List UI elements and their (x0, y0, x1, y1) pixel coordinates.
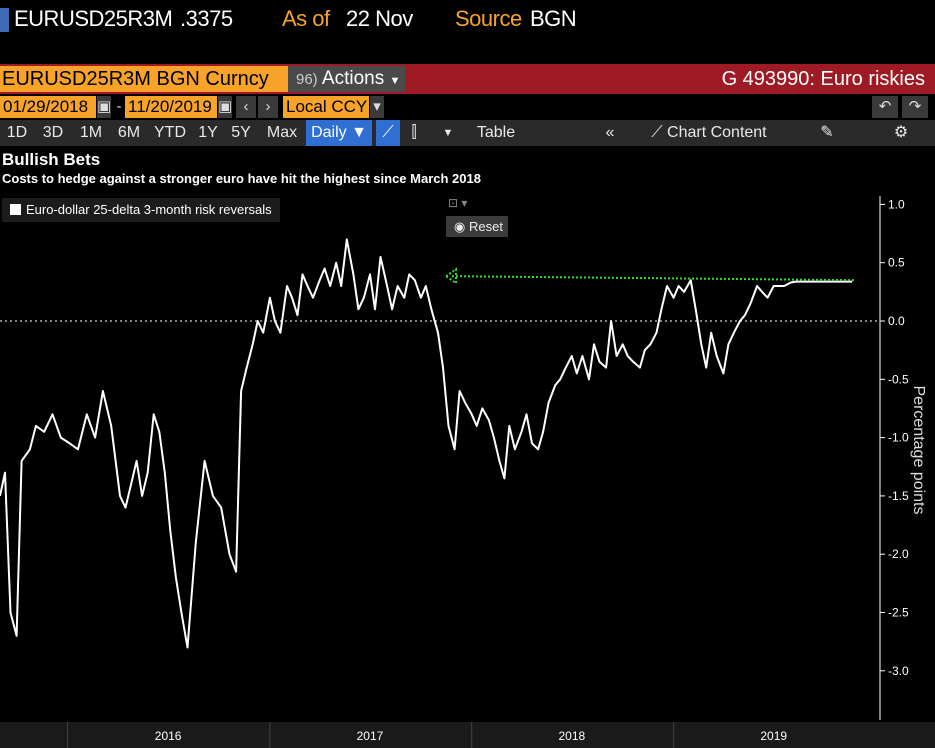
last-value: .3375 (180, 6, 233, 31)
range-5y-button[interactable]: 5Y (226, 120, 256, 146)
calendar-icon[interactable]: ▣ (97, 96, 111, 118)
x-axis-band (0, 722, 935, 748)
source-value: BGN (530, 6, 577, 31)
bar-chart-icon[interactable]: ⫿ (402, 120, 426, 146)
graph-title: G 493990: Euro riskies (721, 68, 925, 90)
chart-content-button[interactable]: ⟋ Chart Content (648, 120, 770, 146)
range-ytd-button[interactable]: YTD (150, 120, 190, 146)
range-1m-button[interactable]: 1M (74, 120, 108, 146)
undo-icon[interactable]: ↶ (872, 96, 898, 118)
y-tick-label: -0.5 (888, 372, 909, 386)
mini-chart-icon[interactable]: ⊡ ▾ (448, 196, 468, 210)
legend-swatch (10, 204, 21, 215)
start-date-field[interactable]: 01/29/2018 (0, 96, 96, 118)
range-3d-button[interactable]: 3D (36, 120, 70, 146)
dropdown-arrow-icon: ▼ (389, 75, 401, 87)
x-tick-label: 2017 (357, 729, 384, 743)
y-axis-label: Percentage points (910, 385, 927, 515)
ticker-accent (0, 8, 9, 32)
period-dropdown[interactable]: Daily ▼ (306, 120, 372, 146)
security-field[interactable]: EURUSD25R3M BGN Curncy (0, 66, 288, 92)
reset-icon: ◉ (454, 219, 466, 234)
calendar-icon[interactable]: ▣ (218, 96, 232, 118)
table-button[interactable]: Table (466, 120, 526, 146)
y-tick-label: -3.0 (888, 664, 909, 678)
ticker-label: EURUSD25R3M (14, 6, 173, 31)
chart-content-label: Chart Content (667, 124, 767, 141)
x-tick-label: 2018 (558, 729, 585, 743)
chart-title: Bullish Bets (2, 150, 101, 169)
range-1d-button[interactable]: 1D (2, 120, 32, 146)
x-tick-label: 2019 (760, 729, 787, 743)
annotation-line (451, 275, 856, 282)
actions-prefix: 96) (296, 71, 318, 88)
y-tick-label: -2.5 (888, 606, 909, 620)
edit-icon[interactable]: ✎ (812, 120, 842, 146)
asof-date: 22 Nov (346, 6, 413, 31)
redo-icon[interactable]: ↷ (902, 96, 928, 118)
actions-label: Actions (321, 68, 385, 89)
legend: Euro-dollar 25-delta 3-month risk revers… (2, 198, 280, 222)
date-separator: - (113, 96, 125, 118)
y-tick-label: 0.5 (888, 256, 905, 270)
quote-bar: EURUSD25R3M .3375 As of 22 Nov Source BG… (0, 0, 935, 40)
y-tick-label: -2.0 (888, 547, 909, 561)
range-max-button[interactable]: Max (260, 120, 304, 146)
range-1y-button[interactable]: 1Y (194, 120, 222, 146)
source-label: Source (455, 6, 522, 31)
chart-subtitle: Costs to hedge against a stronger euro h… (2, 171, 481, 186)
chart-content-icon: ⟋ (651, 124, 668, 141)
currency-dropdown-icon[interactable]: ▾ (370, 96, 384, 118)
reset-button[interactable]: ◉ Reset (446, 216, 508, 237)
y-tick-label: 0.0 (888, 314, 905, 328)
y-tick-label: 1.0 (888, 197, 905, 211)
legend-entry: Euro-dollar 25-delta 3-month risk revers… (26, 202, 272, 217)
chart-type-dropdown-icon[interactable]: ▼ (436, 120, 460, 146)
currency-field[interactable]: Local CCY (283, 96, 369, 118)
reset-label: Reset (468, 219, 503, 234)
y-tick-label: -1.0 (888, 431, 909, 445)
series-line (0, 238, 853, 649)
x-tick-label: 2016 (155, 729, 182, 743)
end-date-field[interactable]: 11/20/2019 (125, 96, 217, 118)
collapse-icon[interactable]: « (596, 120, 624, 146)
annotation-arrow (444, 267, 457, 286)
asof-label: As of (282, 6, 330, 31)
actions-menu[interactable]: 96) Actions ▼ (288, 66, 405, 92)
range-6m-button[interactable]: 6M (112, 120, 146, 146)
line-chart-icon[interactable]: ⟋ (376, 120, 400, 146)
prev-arrow-icon[interactable]: ‹ (236, 96, 256, 118)
settings-gear-icon[interactable]: ⚙ (886, 120, 916, 146)
y-tick-label: -1.5 (888, 489, 909, 503)
next-arrow-icon[interactable]: › (258, 96, 278, 118)
